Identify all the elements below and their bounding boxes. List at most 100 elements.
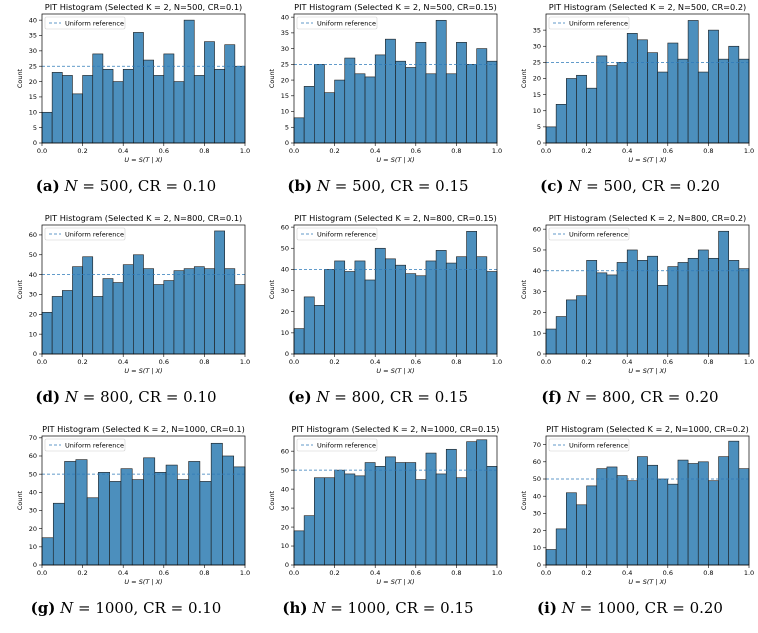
y-tick-label: 30 xyxy=(29,507,37,515)
histogram-bar xyxy=(173,81,185,144)
histogram-bar xyxy=(697,249,709,355)
axes-frame xyxy=(293,224,498,355)
y-axis-label: Count xyxy=(16,490,24,510)
histogram-bar xyxy=(214,230,226,355)
axes-frame xyxy=(293,435,498,566)
y-tick-label: 60 xyxy=(281,223,289,231)
histogram-bar xyxy=(456,256,467,355)
y-tick-label: 10 xyxy=(281,329,289,337)
histogram-bar xyxy=(586,485,598,566)
histogram-f: PIT Histogram (Selected K = 2, N=800, CR… xyxy=(520,213,754,375)
legend: Uniform reference xyxy=(296,227,378,241)
histogram-bar xyxy=(657,478,669,566)
x-tick-label: 0.0 xyxy=(37,358,47,366)
histogram-bar xyxy=(122,68,134,144)
histogram-bar xyxy=(293,530,305,566)
histogram-bar xyxy=(697,71,709,144)
x-tick-label: 0.0 xyxy=(37,147,47,155)
chart-title: PIT Histogram (Selected K = 2, N=1000, C… xyxy=(546,424,749,434)
histogram-bar xyxy=(476,48,488,144)
chart-title: PIT Histogram (Selected K = 2, N=500, CR… xyxy=(294,2,497,12)
y-tick-label: 60 xyxy=(533,225,541,233)
y-tick-label: 20 xyxy=(29,311,37,319)
legend-label: Uniform reference xyxy=(569,441,628,449)
x-tick-label: 0.4 xyxy=(370,147,380,155)
histogram-bar xyxy=(545,328,557,355)
legend-label: Uniform reference xyxy=(569,19,628,27)
histogram-bar xyxy=(708,29,719,144)
histogram-bar xyxy=(102,68,114,144)
histogram-bar xyxy=(51,72,63,144)
x-tick-label: 0.6 xyxy=(663,358,673,366)
histogram-bar xyxy=(143,268,154,355)
y-tick-label: 0 xyxy=(285,561,289,569)
x-axis-label: U = S(T | X) xyxy=(376,156,414,164)
caption-n-value: 500 xyxy=(352,177,381,195)
histogram-bar xyxy=(738,268,750,355)
legend-label: Uniform reference xyxy=(569,230,628,238)
y-tick-label: 20 xyxy=(533,309,541,317)
histogram-bar xyxy=(486,60,498,144)
histogram-bar xyxy=(687,20,699,144)
x-tick-label: 1.0 xyxy=(492,569,502,577)
subfigure-caption: (g) N = 1000, CR = 0.10 xyxy=(30,599,222,617)
x-tick-label: 0.0 xyxy=(541,147,551,155)
histogram-bar xyxy=(112,282,124,355)
y-tick-label: 5 xyxy=(537,123,541,131)
x-tick-label: 1.0 xyxy=(744,147,754,155)
x-tick-label: 0.6 xyxy=(411,569,421,577)
histogram-bar xyxy=(344,57,356,144)
caption-label: (c) xyxy=(540,177,564,195)
histogram-bar xyxy=(92,296,104,355)
y-tick-label: 0 xyxy=(33,561,37,569)
legend: Uniform reference xyxy=(296,16,378,30)
legend-label: Uniform reference xyxy=(65,19,124,27)
x-tick-label: 0.2 xyxy=(581,147,591,155)
y-tick-label: 70 xyxy=(29,434,37,442)
y-tick-label: 25 xyxy=(533,59,541,67)
y-tick-label: 25 xyxy=(281,61,289,69)
histogram-a: PIT Histogram (Selected K = 2, N=500, CR… xyxy=(16,2,250,164)
histogram-bar xyxy=(445,262,457,355)
chart-title: PIT Histogram (Selected K = 2, N=1000, C… xyxy=(42,424,245,434)
histogram-bar xyxy=(677,459,689,566)
caption-n-value: 500 xyxy=(603,177,633,195)
legend: Uniform reference xyxy=(548,227,630,241)
x-tick-label: 0.8 xyxy=(451,147,461,155)
histogram-bar xyxy=(385,456,396,566)
y-tick-label: 20 xyxy=(281,308,289,316)
histogram-bar xyxy=(153,284,165,355)
histogram-bar xyxy=(616,475,628,566)
axes-frame xyxy=(41,224,246,355)
y-axis-label: Count xyxy=(520,490,528,510)
histogram-bar xyxy=(102,278,114,355)
x-tick-label: 0.8 xyxy=(451,569,461,577)
histogram-bar xyxy=(667,483,679,566)
subfigure-caption: (a) N = 500, CR = 0.10 xyxy=(35,177,217,195)
histogram-bar xyxy=(677,262,689,355)
histogram-bar xyxy=(51,296,63,355)
x-tick-label: 0.6 xyxy=(159,569,169,577)
histogram-bar xyxy=(374,54,386,144)
y-tick-label: 20 xyxy=(281,523,289,531)
histogram-bar xyxy=(61,290,73,355)
y-tick-label: 50 xyxy=(281,466,289,474)
x-tick-label: 0.0 xyxy=(37,569,47,577)
x-tick-label: 1.0 xyxy=(240,358,250,366)
axes-frame xyxy=(545,224,750,355)
histogram-bar xyxy=(133,254,144,355)
histogram-bar xyxy=(565,78,577,144)
caption-cr-value: 0.20 xyxy=(689,599,723,617)
y-tick-label: 30 xyxy=(533,288,541,296)
histogram-bar xyxy=(718,230,730,355)
histogram-bar xyxy=(120,468,133,566)
histogram-bar xyxy=(565,299,577,355)
y-tick-label: 10 xyxy=(29,330,37,338)
histogram-bar xyxy=(324,269,335,355)
histogram-bar xyxy=(476,256,488,355)
histogram-bar xyxy=(456,42,467,144)
histogram-bar xyxy=(72,93,83,144)
subfigure-caption: (e) N = 800, CR = 0.15 xyxy=(287,388,469,406)
chart-title: PIT Histogram (Selected K = 2, N=800, CR… xyxy=(549,213,746,223)
histogram-bar xyxy=(616,262,628,355)
